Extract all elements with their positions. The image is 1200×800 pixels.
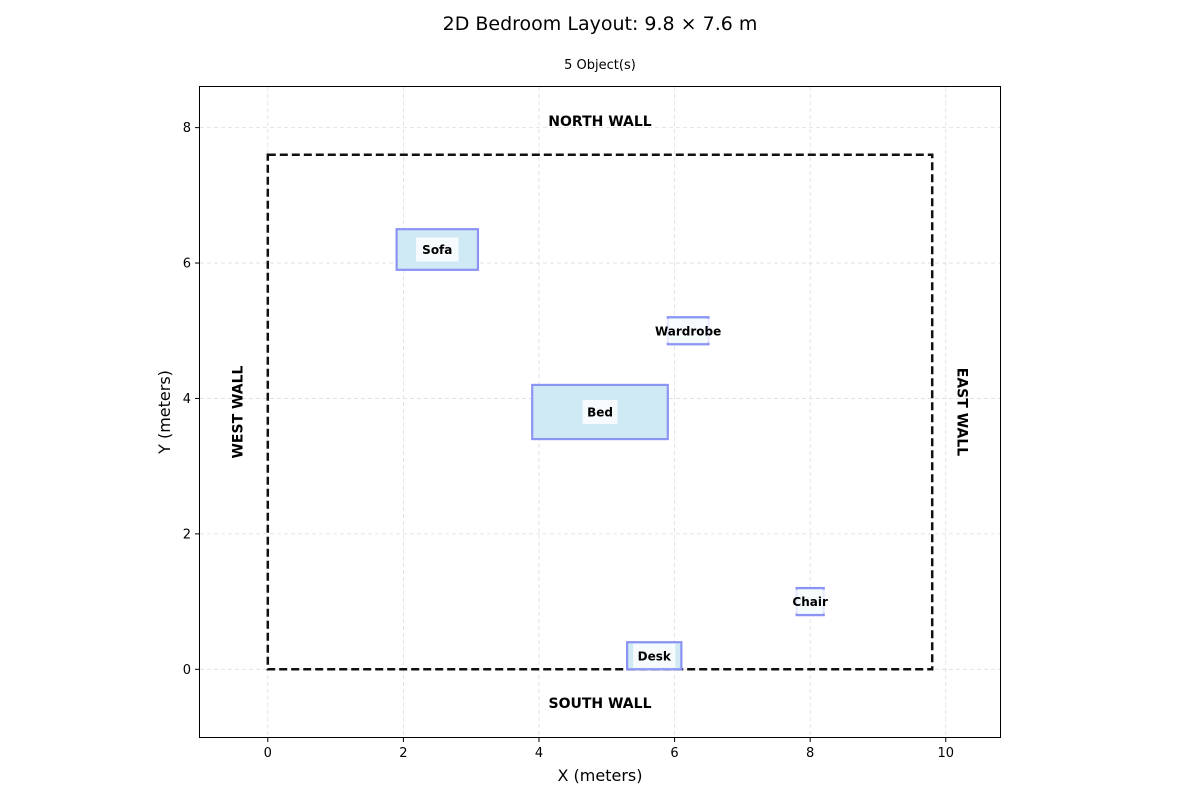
- object-label-box: [651, 318, 725, 343]
- x-tick-label: 2: [399, 746, 407, 761]
- y-tick-label: 2: [183, 527, 191, 542]
- x-tick-label: 4: [535, 746, 543, 761]
- wall-label-west: WEST WALL: [230, 365, 246, 458]
- object-chair: Chair: [785, 586, 836, 617]
- object-label-box: [416, 237, 459, 262]
- object-sofa: Sofa: [395, 228, 480, 271]
- wall-label-south: SOUTH WALL: [549, 696, 652, 712]
- x-tick-label: 6: [670, 746, 678, 761]
- y-tick-label: 8: [183, 121, 191, 136]
- object-label: Desk: [638, 649, 672, 663]
- wall-labels: NORTH WALL SOUTH WALL WEST WALL EAST WALL: [230, 114, 969, 712]
- object-desk: Desk: [626, 641, 683, 671]
- x-tick-label: 0: [264, 746, 272, 761]
- chart-subtitle: 5 Object(s): [564, 58, 636, 73]
- object-label-box: [633, 643, 676, 668]
- x-axis-label: X (meters): [558, 766, 643, 785]
- room-outline: [266, 153, 934, 671]
- object-label: Sofa: [422, 243, 452, 257]
- x-tick-label: 10: [937, 746, 954, 761]
- y-tick-label: 4: [183, 392, 191, 407]
- chart-title: 2D Bedroom Layout: 9.8 × 7.6 m: [443, 13, 758, 35]
- object-label-box: [785, 589, 836, 614]
- furniture-objects: Sofa Wardrobe Bed Chair Desk: [395, 228, 836, 671]
- wall-label-north: NORTH WALL: [548, 114, 651, 130]
- y-tick-label: 6: [183, 257, 191, 272]
- object-label: Wardrobe: [655, 324, 721, 338]
- object-bed: Bed: [531, 383, 669, 441]
- room-boundary: [266, 153, 934, 671]
- axis-ticks: 0 2 4 6 8 10 0 2 4 6 8: [183, 121, 954, 761]
- object-wardrobe: Wardrobe: [651, 316, 725, 346]
- x-tick-label: 8: [806, 746, 814, 761]
- object-label: Bed: [587, 406, 613, 420]
- object-label: Chair: [792, 595, 828, 609]
- object-label-box: [582, 400, 618, 424]
- wall-label-east: EAST WALL: [954, 368, 970, 456]
- y-tick-label: 0: [183, 663, 191, 678]
- plot-frame: [199, 86, 1001, 738]
- y-axis-label: Y (meters): [155, 370, 174, 455]
